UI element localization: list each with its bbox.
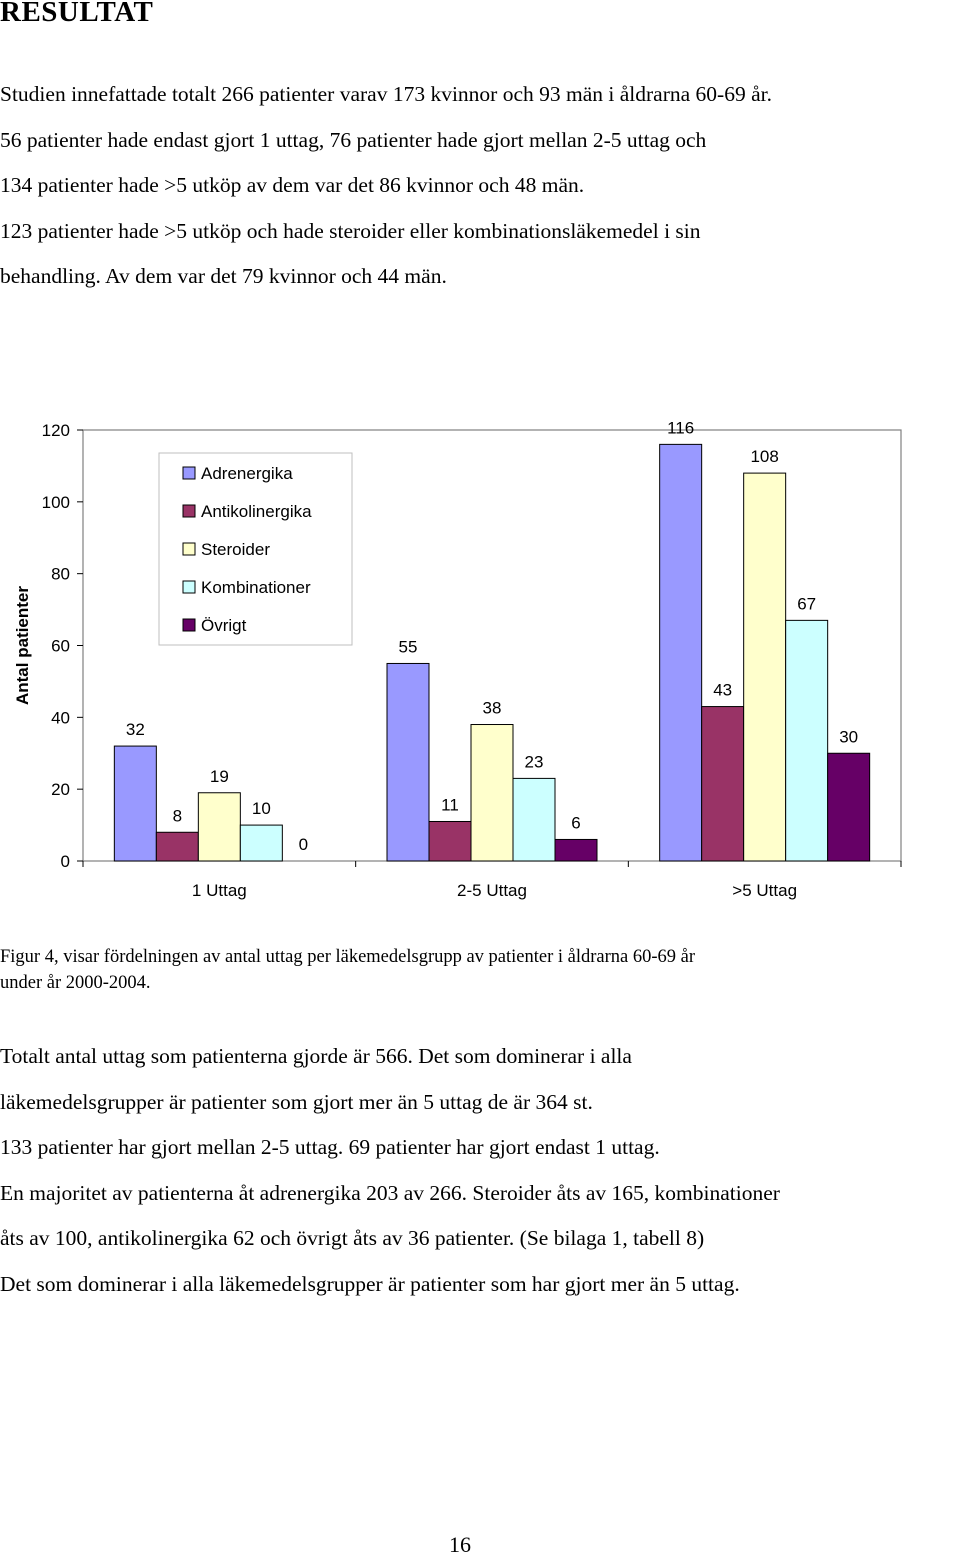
bar-antikolinergika <box>155 831 199 862</box>
bar-value-label: 55 <box>399 637 418 656</box>
bar-value-label: 6 <box>571 813 580 832</box>
bar-kombinationer <box>785 619 829 862</box>
legend-swatch <box>182 466 196 480</box>
caption-line: Figur 4, visar fördelningen av antal utt… <box>0 947 696 967</box>
intro-line: 56 patienter hade endast gjort 1 uttag, … <box>0 127 707 152</box>
bar-adrenergika <box>113 745 157 862</box>
bar-steroider <box>470 724 514 862</box>
bar-value-label: 116 <box>667 418 694 437</box>
bar-value-label: 10 <box>252 799 271 818</box>
bar-value-label: 19 <box>210 767 229 786</box>
bar-steroider <box>197 792 241 862</box>
bar-adrenergika <box>386 662 430 862</box>
bar-value-label: 108 <box>750 447 778 466</box>
bar-antikolinergika <box>428 820 472 862</box>
y-tick-label: 100 <box>42 493 70 512</box>
section-heading: RESULTAT <box>0 0 154 28</box>
y-tick-label: 40 <box>51 708 70 727</box>
intro-line: Studien innefattade totalt 266 patienter… <box>0 82 772 106</box>
intro-line: 134 patienter hade >5 utköp av dem var d… <box>0 173 585 197</box>
bar-adrenergika <box>659 443 703 862</box>
bar-value-label: 8 <box>173 806 182 825</box>
summary-line: läkemedelsgrupper är patienter som gjort… <box>0 1089 593 1114</box>
y-tick-label: 120 <box>42 421 70 440</box>
bar-value-label: 38 <box>483 699 502 718</box>
legend-label: Kombinationer <box>201 578 311 597</box>
bar-kombinationer <box>512 777 556 862</box>
bar-value-label: 67 <box>797 594 816 613</box>
bar-kombinationer <box>239 824 283 862</box>
bar-value-label: 43 <box>713 681 732 700</box>
bar-value-label: 30 <box>839 727 858 746</box>
summary-line: åts av 100, antikolinergika 62 och övrig… <box>0 1226 705 1250</box>
bar-antikolinergika <box>701 706 745 862</box>
x-category-label: 1 Uttag <box>192 881 247 900</box>
intro-line: behandling. Av dem var det 79 kvinnor oc… <box>0 264 447 288</box>
summary-line: Det som dominerar i alla läkemedelsgrupp… <box>0 1271 740 1296</box>
intro-line: 123 patienter hade >5 utköp och hade ste… <box>0 218 701 243</box>
bar-övrigt <box>554 838 598 862</box>
legend-label: Adrenergika <box>201 464 293 483</box>
legend-label: Steroider <box>201 540 270 559</box>
summary-line: 133 patienter har gjort mellan 2-5 uttag… <box>0 1135 660 1159</box>
legend-label: Antikolinergika <box>201 502 312 521</box>
page-number: 16 <box>449 1532 471 1557</box>
bar-steroider <box>743 472 787 862</box>
y-tick-label: 0 <box>61 852 70 871</box>
bar-value-label: 0 <box>299 835 308 854</box>
y-axis-title: Antal patienter <box>13 586 32 705</box>
chart-legend: Adrenergika Antikolinergika Steroider Kombi… <box>158 452 353 646</box>
figure-caption: Figur 4, visar fördelningen av antal utt… <box>0 944 900 996</box>
caption-line: under år 2000-2004. <box>0 973 151 993</box>
bar-övrigt <box>827 752 871 862</box>
legend-label: Övrigt <box>201 616 247 635</box>
y-tick-label: 80 <box>51 565 70 584</box>
bar-value-label: 11 <box>441 795 459 814</box>
y-tick-label: 60 <box>51 637 70 656</box>
legend-swatch <box>182 542 196 556</box>
summary-line: En majoritet av patienterna åt adrenergi… <box>0 1180 780 1205</box>
summary-line: Totalt antal uttag som patienterna gjord… <box>0 1044 632 1068</box>
x-category-label: >5 Uttag <box>732 881 797 900</box>
chart-bars <box>113 443 871 862</box>
legend-swatch <box>182 504 196 518</box>
intro-paragraph: Studien innefattade totalt 266 patienter… <box>0 72 960 300</box>
legend-swatch <box>182 580 196 594</box>
bar-value-label: 23 <box>525 752 544 771</box>
summary-paragraph: Totalt antal uttag som patienterna gjord… <box>0 1034 960 1307</box>
bar-value-label: 32 <box>126 720 145 739</box>
y-tick-label: 20 <box>51 780 70 799</box>
x-category-label: 2-5 Uttag <box>457 881 527 900</box>
legend-swatch <box>182 618 196 632</box>
